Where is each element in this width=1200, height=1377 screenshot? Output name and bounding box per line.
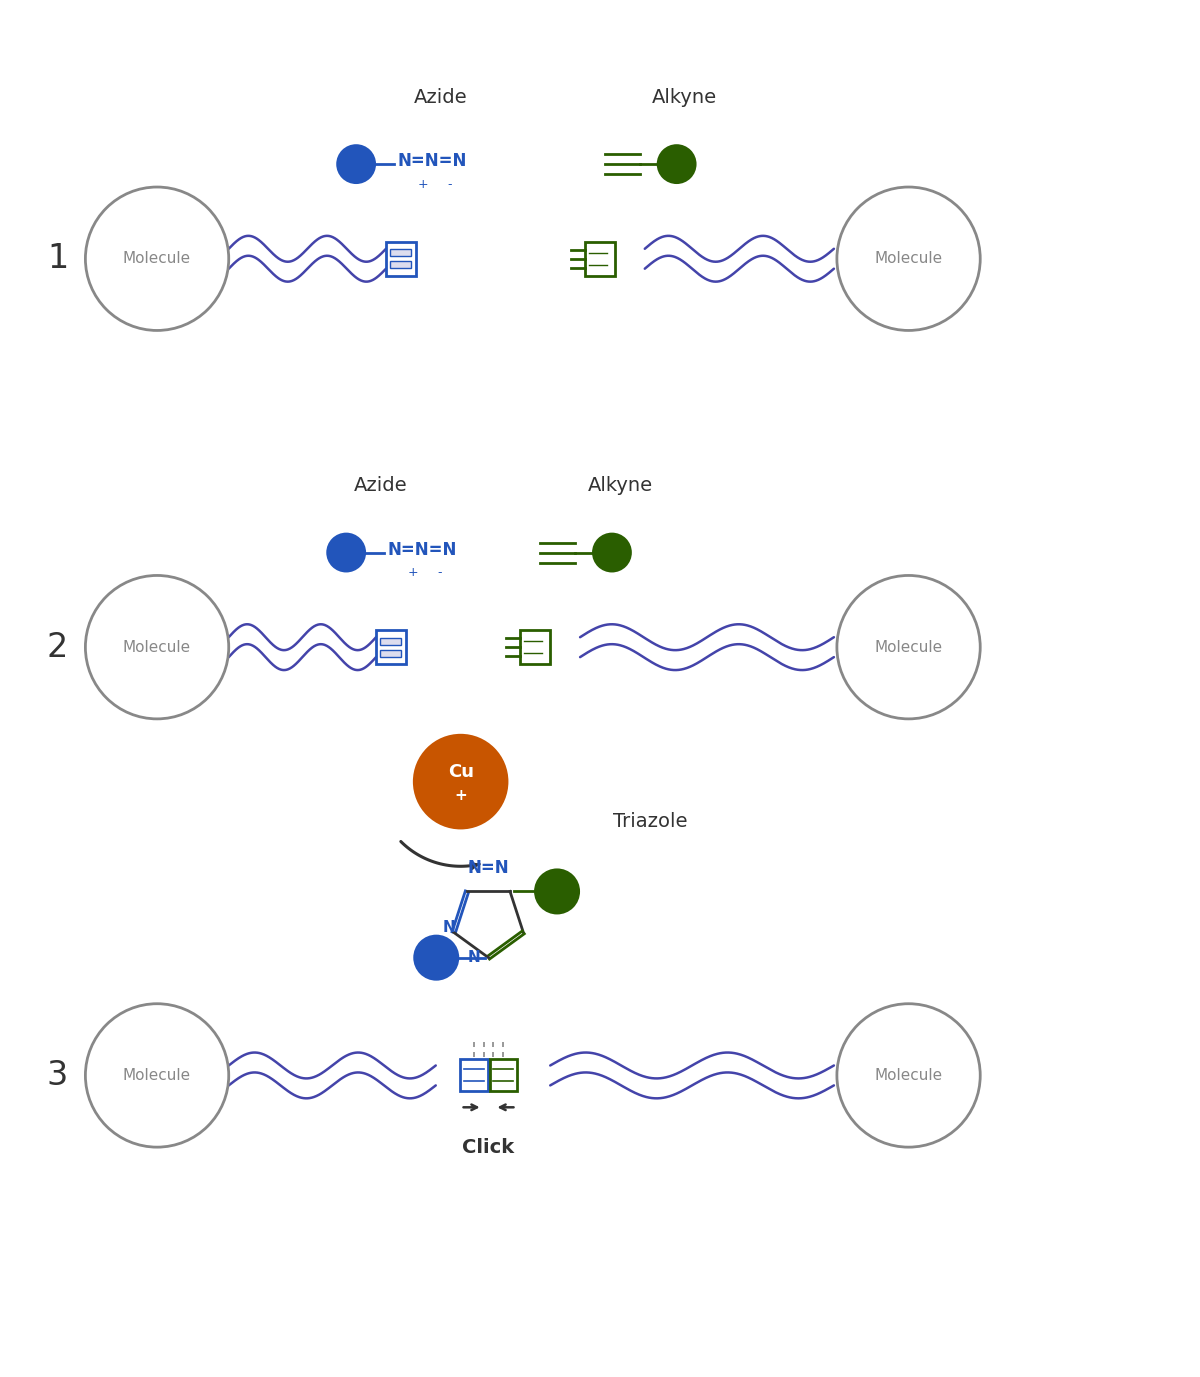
- Text: Cu: Cu: [448, 763, 474, 781]
- Text: Molecule: Molecule: [875, 640, 943, 654]
- Circle shape: [413, 734, 509, 829]
- Circle shape: [836, 576, 980, 719]
- Text: 3: 3: [47, 1059, 68, 1092]
- Circle shape: [836, 187, 980, 330]
- FancyBboxPatch shape: [521, 631, 551, 664]
- Text: N=N: N=N: [468, 859, 509, 877]
- Text: Triazole: Triazole: [612, 812, 688, 830]
- Text: Molecule: Molecule: [122, 640, 191, 654]
- Text: 2: 2: [47, 631, 68, 664]
- Text: N=N=N: N=N=N: [388, 541, 457, 559]
- Circle shape: [656, 145, 696, 185]
- Text: Alkyne: Alkyne: [652, 88, 718, 107]
- Text: Azide: Azide: [414, 88, 468, 107]
- Circle shape: [413, 935, 460, 980]
- Text: Molecule: Molecule: [875, 251, 943, 266]
- FancyBboxPatch shape: [376, 631, 406, 664]
- Text: Molecule: Molecule: [122, 1069, 191, 1082]
- Text: N: N: [468, 950, 480, 965]
- Text: N=N=N: N=N=N: [398, 151, 467, 171]
- Circle shape: [85, 576, 229, 719]
- Text: -: -: [438, 566, 443, 578]
- Text: Azide: Azide: [354, 476, 408, 496]
- Text: Alkyne: Alkyne: [587, 476, 653, 496]
- Text: -: -: [448, 178, 452, 190]
- FancyBboxPatch shape: [380, 638, 401, 644]
- FancyBboxPatch shape: [386, 242, 416, 275]
- Text: 1: 1: [47, 242, 68, 275]
- Text: +: +: [408, 566, 419, 578]
- Text: N: N: [443, 920, 455, 935]
- FancyBboxPatch shape: [586, 242, 614, 275]
- FancyBboxPatch shape: [390, 249, 410, 256]
- Circle shape: [85, 1004, 229, 1147]
- Circle shape: [326, 533, 366, 573]
- Circle shape: [592, 533, 632, 573]
- Text: Molecule: Molecule: [122, 251, 191, 266]
- Circle shape: [534, 869, 580, 914]
- Circle shape: [836, 1004, 980, 1147]
- Text: Click: Click: [462, 1137, 515, 1157]
- FancyBboxPatch shape: [460, 1059, 487, 1092]
- Circle shape: [336, 145, 376, 185]
- FancyBboxPatch shape: [390, 262, 410, 269]
- FancyBboxPatch shape: [490, 1059, 517, 1092]
- Text: +: +: [455, 788, 467, 803]
- FancyBboxPatch shape: [380, 650, 401, 657]
- Text: Molecule: Molecule: [875, 1069, 943, 1082]
- Text: +: +: [418, 178, 428, 190]
- Circle shape: [85, 187, 229, 330]
